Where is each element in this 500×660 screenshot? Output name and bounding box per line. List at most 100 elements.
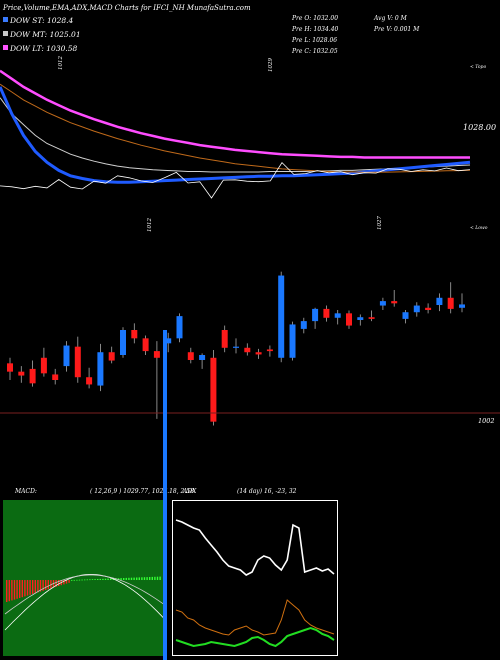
macd-histogram-bar: [45, 580, 47, 590]
macd-histogram-bar: [159, 576, 161, 580]
candle-body: [244, 347, 251, 353]
macd-histogram-bar: [104, 578, 107, 580]
close-price-line: [0, 161, 471, 199]
macd-histogram-bar: [154, 576, 156, 580]
candle-body: [459, 304, 465, 308]
macd-histogram-bar: [68, 580, 70, 583]
candle-body: [74, 346, 81, 378]
candle-body: [86, 377, 93, 385]
candle-body: [120, 330, 126, 355]
candle-body: [40, 357, 47, 374]
candle-body: [289, 324, 296, 358]
macd-histogram-bar: [102, 578, 104, 580]
lowo-label: < Lowo: [470, 225, 488, 231]
macd-histogram-bar: [125, 577, 127, 580]
dow-st-label: DOW ST: 1028.4: [9, 16, 74, 25]
candle-body: [300, 321, 307, 329]
macd-histogram-bar: [84, 579, 86, 581]
macd-histogram-bar: [141, 577, 143, 580]
candle-body: [402, 312, 409, 319]
pre-open: Pre O: 1032.00: [291, 15, 338, 22]
macd-histogram-bar: [55, 580, 57, 587]
candle-body: [436, 297, 443, 305]
macd-histogram-bar: [21, 580, 23, 598]
macd-histogram-bar: [151, 576, 153, 580]
marker-vertical-bar: [163, 330, 167, 660]
candle-body: [52, 374, 59, 380]
indicator-lines: [0, 69, 471, 199]
candle-body: [357, 317, 364, 320]
candle-body: [63, 345, 70, 367]
top-left-marker: 1012: [58, 56, 64, 70]
dow-st-swatch: [3, 17, 8, 22]
left-marker: 1012: [147, 218, 153, 232]
candle-body: [425, 307, 432, 310]
macd-histogram-bar: [63, 580, 65, 585]
macd-plot: [4, 574, 166, 631]
candle-body: [255, 352, 262, 355]
macd-histogram-bar: [26, 580, 29, 596]
candle-body: [323, 308, 330, 318]
dow-lt-label: DOW LT: 1030.58: [9, 44, 78, 53]
macd-histogram-bar: [107, 578, 109, 580]
macd-histogram-bar: [50, 580, 52, 589]
top-marker: 1029: [268, 58, 274, 72]
macd-histogram-bar: [120, 578, 122, 580]
candle-body: [210, 357, 217, 422]
macd-histogram-bar: [136, 577, 138, 580]
macd-histogram-bar: [34, 580, 36, 594]
macd-histogram-bar: [81, 579, 83, 581]
candle-body: [131, 330, 138, 339]
macd-histogram-bar: [13, 580, 16, 600]
adx-values: (14 day) 16, -23, 32: [237, 488, 297, 495]
macd-label: MACD:: [14, 488, 37, 495]
candle-body: [447, 297, 454, 309]
macd-histogram-bar: [65, 580, 68, 584]
candle-body: [29, 368, 36, 384]
candle-body: [97, 352, 104, 386]
dow-mt-label: DOW MT: 1025.01: [9, 30, 81, 39]
candle-body: [18, 371, 25, 376]
macd-histogram-bar: [71, 580, 73, 581]
macd-histogram-bar: [94, 579, 96, 580]
candle-body: [391, 301, 398, 304]
dow-st-line: [0, 86, 471, 184]
candle-body: [176, 316, 183, 339]
macd-histogram-bar: [73, 579, 75, 581]
candles: [7, 271, 465, 426]
dow-legend: DOW ST: 1028.4 DOW MT: 1025.01 DOW LT: 1…: [3, 16, 81, 53]
macd-histogram-bar: [156, 576, 159, 580]
dow-lt-line: [0, 69, 470, 159]
macd-line: [4, 574, 166, 631]
macd-histogram-bar: [6, 580, 8, 602]
candle-body: [312, 308, 319, 322]
macd-histogram-bar: [37, 580, 39, 593]
macd-histogram-bar: [16, 580, 18, 599]
macd-histogram-bar: [76, 579, 78, 581]
candle-body: [165, 338, 172, 344]
macd-histogram-bar: [128, 577, 130, 580]
candle-body: [142, 338, 149, 352]
last-price-label: 1028.00: [463, 123, 496, 132]
macd-histogram-bar: [123, 578, 125, 580]
dow-mt-swatch: [3, 31, 8, 36]
macd-histogram-bar: [133, 577, 135, 580]
macd-histogram-bar: [86, 579, 88, 581]
macd-values: ( 12,26,9 ) 1029.77, 1027.18, 2.58: [90, 488, 194, 495]
right-marker: 1027: [377, 216, 383, 230]
pre-volume: Pre V: 0.001 M: [373, 26, 420, 33]
chart-title: Price,Volume,EMA,ADX,MACD Charts for IFC…: [2, 4, 251, 12]
adx-label: ADX: [182, 488, 197, 495]
candle-body: [233, 346, 239, 348]
topo-label: < Topo: [470, 64, 486, 70]
candle-body: [108, 352, 115, 361]
macd-signal-line: [4, 574, 166, 615]
pre-high: Pre H: 1034.40: [291, 26, 339, 33]
avg-volume: Avg V: 0 M: [373, 15, 408, 22]
candle-body: [346, 313, 352, 326]
candle-body: [379, 301, 386, 306]
low-marker-label: 1002: [478, 417, 495, 425]
macd-histogram-bar: [149, 577, 151, 580]
adx-plot: [175, 519, 335, 648]
adx-line: [175, 519, 335, 576]
